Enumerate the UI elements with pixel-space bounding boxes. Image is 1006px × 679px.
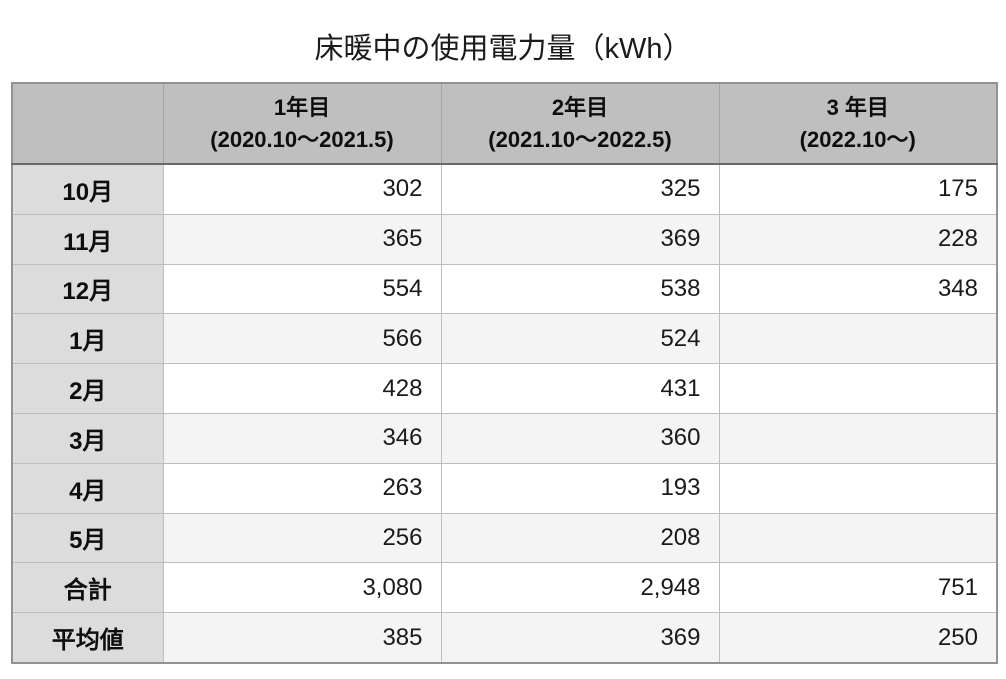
header-cell-corner — [11, 82, 164, 165]
value-cell: 431 — [440, 363, 720, 414]
value-cell: 193 — [440, 462, 720, 514]
value-cell — [718, 313, 998, 365]
header-cell-year1: 1年目 (2020.10〜2021.5) — [162, 82, 442, 165]
table-header: 1年目 (2020.10〜2021.5) 2年目 (2021.10〜2022.5… — [11, 82, 998, 165]
header-cell-year3: 3 年目 (2022.10〜) — [718, 82, 998, 165]
value-cell: 751 — [718, 562, 998, 614]
value-cell: 524 — [440, 313, 720, 365]
row-label: 1月 — [11, 313, 164, 365]
table-row: 合計 3,080 2,948 751 — [11, 562, 998, 614]
value-cell: 538 — [440, 263, 720, 315]
row-label: 3月 — [11, 412, 164, 464]
value-cell: 2,948 — [440, 562, 720, 614]
row-label: 11月 — [11, 213, 164, 265]
value-cell — [718, 512, 998, 564]
table-row: 12月 554 538 348 — [11, 263, 998, 315]
value-cell: 365 — [162, 213, 442, 265]
value-cell: 208 — [440, 512, 720, 564]
value-cell: 348 — [718, 263, 998, 315]
table-row: 11月 365 369 228 — [11, 213, 998, 265]
table-row: 4月 263 193 — [11, 462, 998, 514]
value-cell: 256 — [162, 512, 442, 564]
header-row: 1年目 (2020.10〜2021.5) 2年目 (2021.10〜2022.5… — [11, 82, 998, 165]
row-label: 12月 — [11, 263, 164, 315]
value-cell: 346 — [162, 412, 442, 464]
value-cell — [718, 363, 998, 414]
row-label: 平均値 — [11, 612, 164, 664]
table-row: 10月 302 325 175 — [11, 163, 998, 215]
row-label: 2月 — [11, 363, 164, 414]
row-label: 10月 — [11, 163, 164, 215]
table-row: 3月 346 360 — [11, 412, 998, 464]
header-year3-label: 3 年目 — [826, 94, 889, 120]
value-cell: 566 — [162, 313, 442, 365]
header-year1-label: 1年目 — [273, 94, 331, 120]
value-cell: 369 — [440, 213, 720, 265]
value-cell: 428 — [162, 363, 442, 414]
value-cell: 385 — [162, 612, 442, 664]
row-label: 5月 — [11, 512, 164, 564]
value-cell — [718, 412, 998, 464]
value-cell: 369 — [440, 612, 720, 664]
header-year3-range: (2022.10〜) — [799, 126, 916, 152]
table-row: 1月 566 524 — [11, 313, 998, 365]
value-cell — [718, 462, 998, 514]
header-year2-label: 2年目 — [551, 94, 609, 120]
table-row: 5月 256 208 — [11, 512, 998, 564]
value-cell: 325 — [440, 163, 720, 215]
value-cell: 302 — [162, 163, 442, 215]
value-cell: 175 — [718, 163, 998, 215]
table-row: 平均値 385 369 250 — [11, 612, 998, 664]
value-cell: 554 — [162, 263, 442, 315]
value-cell: 360 — [440, 412, 720, 464]
header-cell-year2: 2年目 (2021.10〜2022.5) — [440, 82, 720, 165]
value-cell: 250 — [718, 612, 998, 664]
row-label: 4月 — [11, 462, 164, 514]
row-label: 合計 — [11, 562, 164, 614]
page-title: 床暖中の使用電力量（kWh） — [314, 33, 692, 65]
table-row: 2月 428 431 — [11, 363, 998, 414]
header-year2-range: (2021.10〜2022.5) — [488, 126, 672, 152]
usage-table: 1年目 (2020.10〜2021.5) 2年目 (2021.10〜2022.5… — [11, 82, 998, 664]
header-year1-range: (2020.10〜2021.5) — [210, 126, 394, 152]
value-cell: 263 — [162, 462, 442, 514]
table-body: 10月 302 325 175 11月 365 369 228 12月 554 538 348 1月 56… — [11, 163, 998, 664]
value-cell: 228 — [718, 213, 998, 265]
value-cell: 3,080 — [162, 562, 442, 614]
